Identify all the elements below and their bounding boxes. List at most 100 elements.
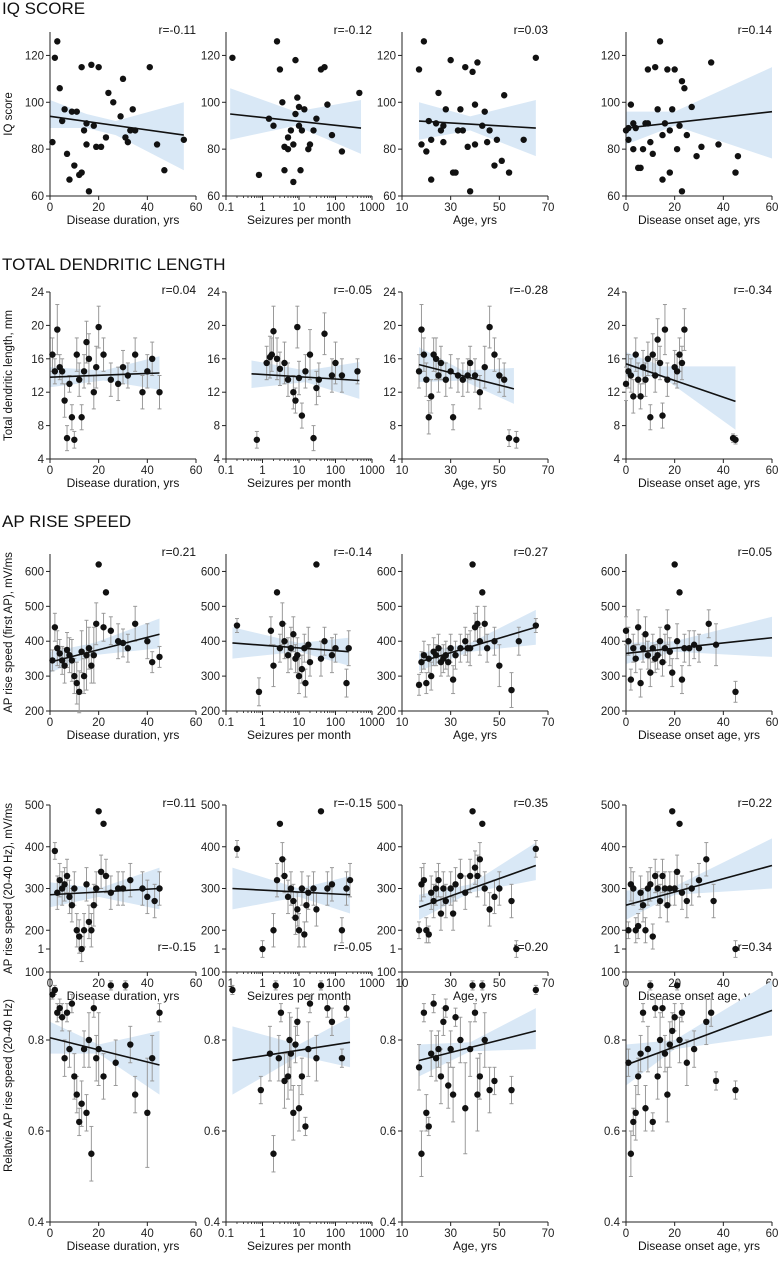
x-axis-label: Age, yrs (453, 728, 497, 742)
x-tick-label: 0 (47, 1228, 53, 1240)
x-tick-label: 20 (92, 202, 105, 214)
data-point (627, 676, 635, 683)
data-point (428, 672, 435, 680)
regression-line (625, 1009, 773, 1066)
data-point (476, 1073, 484, 1080)
data-point (66, 1045, 73, 1053)
scatter-panel-r1c1: 0.1 1 10 100 1000 4 8 12 16 20 24 r=-0.05 Seizures p… (207, 283, 385, 490)
y-tick-label: 200 (25, 706, 44, 718)
x-axis-label: Disease onset age, yrs (638, 989, 760, 1003)
data-point (491, 162, 498, 169)
y-tick-label: 300 (201, 671, 220, 683)
data-point (671, 1014, 678, 1021)
scatter-panel-r0c3: 0 20 40 60 60 80 100 120 r=0.14 Disease onset age… (601, 23, 779, 227)
data-point (268, 351, 276, 358)
data-point (659, 176, 666, 183)
y-tick-label: 500 (601, 800, 620, 812)
x-tick-label: 100 (326, 1228, 345, 1240)
scatter-panel-r2c3: 0 20 40 60 200 300 400 500 600 r=0.05 Disease onse… (601, 545, 779, 742)
confidence-band (626, 67, 772, 159)
y-axis-label: AP rise speed (20-40 Hz), mV/ms (3, 803, 15, 974)
regression-line (49, 887, 160, 896)
data-point (666, 885, 673, 892)
data-point (654, 651, 661, 659)
section-title-iq: IQ SCORE (2, 0, 85, 18)
data-point (51, 847, 59, 855)
data-point (287, 885, 295, 892)
correlation-label: r=-0.12 (334, 23, 373, 37)
y-tick-label: 500 (25, 601, 44, 613)
data-point (279, 620, 286, 627)
data-point (63, 150, 71, 158)
x-tick-label: 10 (293, 202, 306, 214)
data-point (292, 1041, 299, 1048)
data-point (102, 134, 110, 141)
data-point (420, 38, 428, 45)
data-point (298, 885, 306, 892)
x-tick-label: 50 (493, 717, 506, 729)
x-tick-label: 0.1 (218, 202, 234, 214)
y-tick-label: 100 (601, 97, 620, 109)
data-point (466, 872, 474, 880)
data-point (630, 393, 637, 400)
x-tick-label: 1 (259, 1228, 265, 1240)
data-point (652, 872, 659, 880)
data-point (630, 645, 637, 652)
data-point (469, 68, 476, 76)
data-point (83, 881, 90, 888)
x-tick-label: 30 (444, 717, 457, 729)
data-point (119, 75, 127, 83)
data-point (286, 1036, 293, 1044)
data-point (669, 106, 676, 113)
data-point (435, 89, 442, 97)
data-point (428, 136, 435, 143)
data-point (292, 914, 299, 921)
data-point (505, 169, 513, 176)
data-point (673, 368, 681, 375)
data-point (78, 63, 85, 71)
regression-line (232, 1041, 351, 1062)
y-tick-label: 100 (601, 967, 620, 979)
y-tick-label: 24 (207, 287, 220, 299)
data-point (656, 638, 664, 645)
data-point (627, 372, 635, 379)
data-point (146, 63, 153, 71)
data-point (649, 351, 656, 358)
data-point (440, 122, 447, 129)
data-point (85, 188, 93, 195)
y-tick-label: 8 (214, 421, 220, 433)
data-point (462, 638, 469, 645)
x-tick-label: 0 (47, 717, 53, 729)
y-tick-label: 200 (601, 706, 620, 718)
data-point (284, 145, 292, 153)
data-point (532, 54, 540, 61)
data-point (644, 1045, 652, 1053)
data-point (483, 138, 491, 146)
y-tick-label: 0.6 (28, 1126, 44, 1138)
y-tick-label: 400 (601, 842, 620, 854)
data-point (63, 872, 71, 880)
data-point (273, 355, 281, 362)
data-point (464, 143, 471, 150)
data-point (440, 138, 447, 146)
data-point (276, 820, 284, 827)
data-point (93, 143, 100, 150)
data-point (647, 669, 654, 676)
data-point (425, 931, 432, 938)
data-point (428, 889, 435, 896)
data-point (671, 561, 678, 568)
data-point (93, 885, 100, 892)
data-point (532, 986, 540, 994)
y-tick-label: 60 (207, 191, 220, 203)
data-point (73, 927, 80, 934)
data-point (481, 363, 488, 371)
y-tick-label: 0.4 (604, 1217, 621, 1229)
scatter-panel-r4c0: 0 20 40 60 0.4 0.6 0.8 1 r=-0.15 Disease duration… (3, 940, 202, 1253)
data-point (627, 101, 635, 108)
data-point (102, 589, 110, 596)
data-point (71, 162, 78, 169)
data-point (471, 372, 479, 379)
data-point (415, 368, 423, 375)
data-point (279, 99, 286, 106)
